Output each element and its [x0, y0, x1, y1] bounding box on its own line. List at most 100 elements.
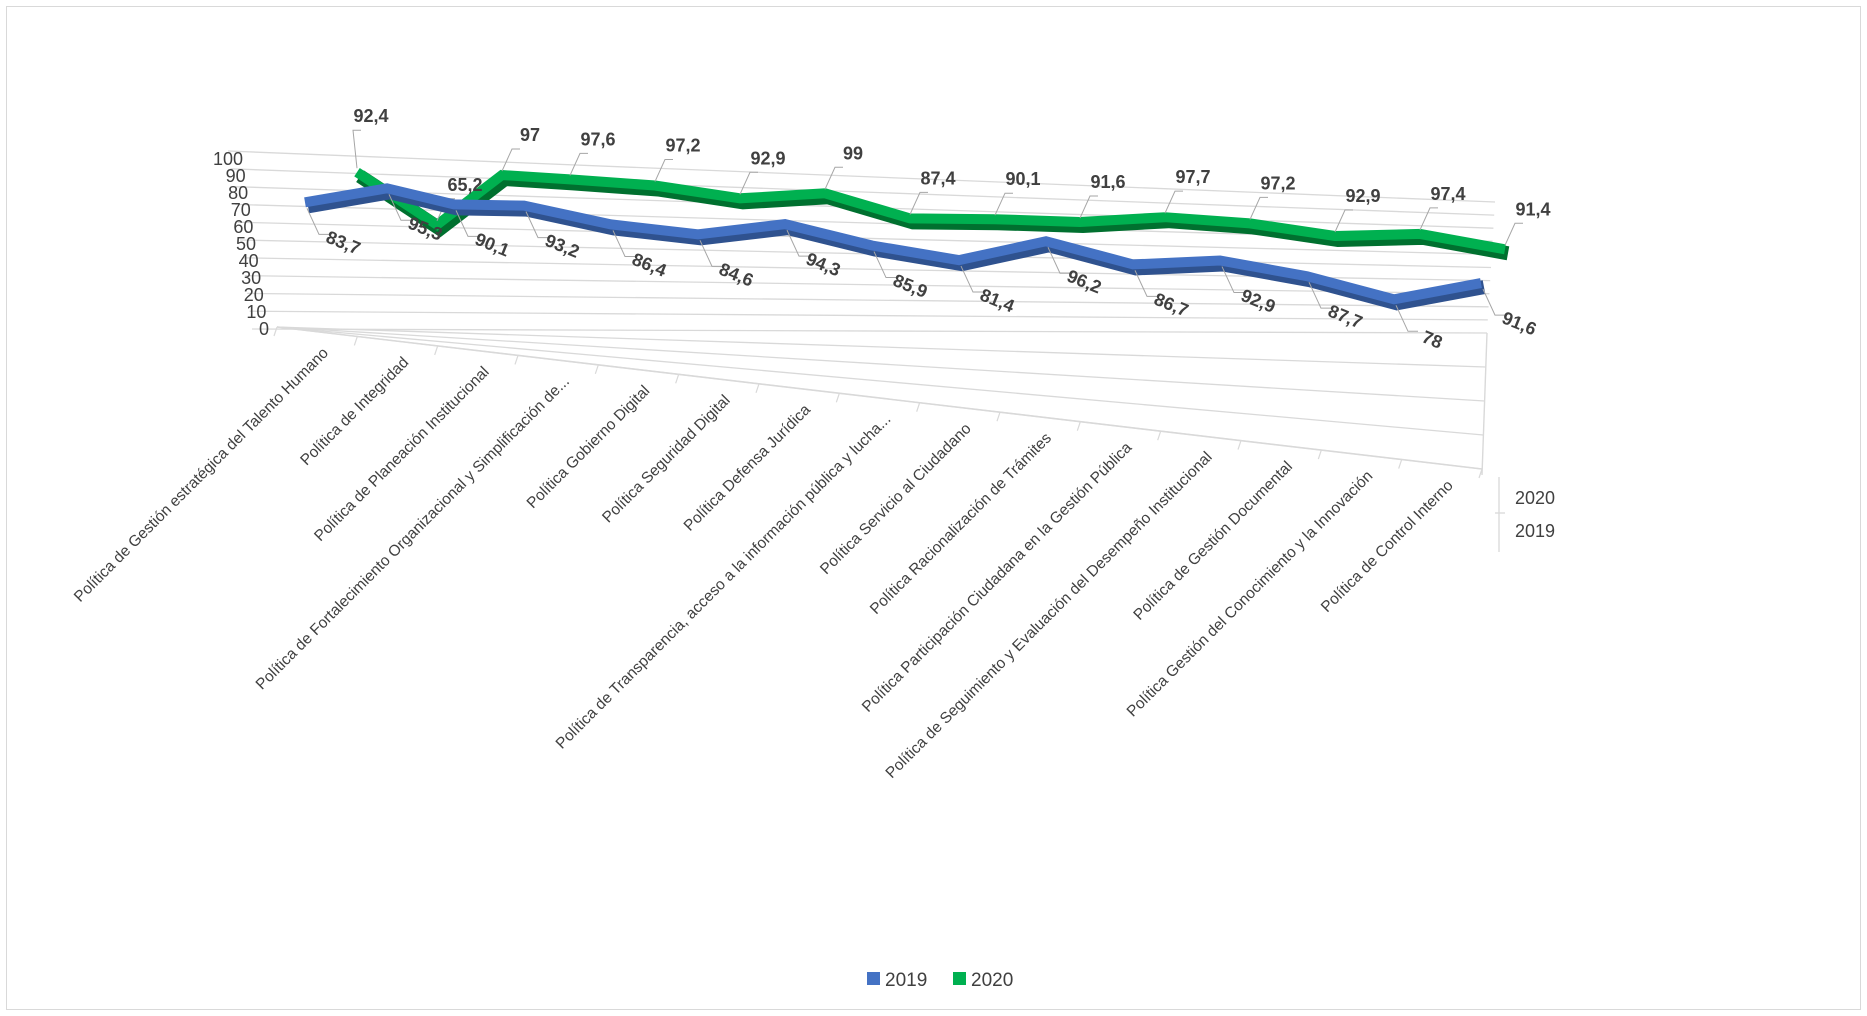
- x-tick-mark: [1157, 430, 1162, 441]
- y-tick-label: 90: [226, 166, 246, 186]
- floor-front-edge: [276, 326, 1483, 470]
- gridline: [230, 168, 1495, 216]
- floor-gridline: [276, 326, 1484, 436]
- gridline: [251, 328, 1488, 334]
- data-label-2019: 78: [1419, 327, 1445, 353]
- gridline: [247, 292, 1489, 308]
- gridline: [227, 150, 1496, 203]
- category-label: Política de Planeación Institucional: [311, 363, 492, 544]
- data-label-2020: 92,9: [1345, 186, 1380, 206]
- x-tick-mark: [1237, 440, 1242, 450]
- data-label-2019: 86,4: [629, 249, 669, 281]
- leader-line: [909, 191, 928, 215]
- data-label-2020: 97,6: [580, 129, 615, 149]
- y-tick-label: 60: [233, 217, 253, 237]
- leader-line: [455, 210, 478, 237]
- y-tick-label: 0: [259, 319, 269, 339]
- legend-swatch-2020: [953, 972, 966, 985]
- data-label-2020: 65,2: [447, 175, 482, 195]
- x-tick-mark: [835, 393, 840, 403]
- leader-line: [352, 129, 361, 169]
- leader-line: [699, 240, 722, 267]
- data-label-2020: 87,4: [920, 168, 955, 188]
- depth-edge: [1481, 332, 1488, 476]
- leader-line: [1164, 190, 1183, 214]
- leader-line: [306, 208, 329, 235]
- x-tick-mark: [434, 345, 439, 356]
- data-label-2019: 93,2: [542, 230, 582, 262]
- leader-line: [1249, 196, 1268, 220]
- leader-line: [873, 251, 896, 279]
- x-tick-mark: [675, 374, 680, 384]
- data-label-2020: 90,1: [1005, 169, 1040, 189]
- data-label-2020: 92,4: [353, 106, 388, 126]
- leader-line: [739, 171, 758, 195]
- data-label-2020: 91,4: [1515, 199, 1550, 219]
- data-label-2019: 92,9: [1238, 285, 1278, 317]
- floor-gridline: [276, 326, 1485, 402]
- category-label: Política de Seguimiento y Evaluación del…: [883, 449, 1216, 782]
- y-tick-label: 70: [231, 200, 251, 220]
- x-tick-mark: [594, 364, 599, 375]
- legend-label-2020: 2020: [971, 970, 1013, 991]
- category-label: Política de Transparencia, acceso a la i…: [553, 411, 895, 753]
- leader-line: [960, 265, 983, 293]
- leader-line: [569, 152, 588, 176]
- y-tick-label: 20: [244, 285, 264, 305]
- x-tick-mark: [996, 412, 1001, 422]
- x-tick-mark: [916, 402, 921, 412]
- data-label-2019: 91,6: [1499, 308, 1539, 340]
- depth-label-2019: 2019: [1515, 521, 1555, 541]
- gridline: [244, 274, 1490, 295]
- data-label-2019: 81,4: [977, 285, 1017, 317]
- data-label-2020: 97,2: [1260, 173, 1295, 193]
- leader-line: [1047, 247, 1070, 274]
- leader-line: [501, 148, 520, 172]
- leader-line: [1079, 195, 1098, 219]
- leader-line: [1308, 281, 1331, 309]
- category-label: Política de Gestión estratégica del Tale…: [71, 345, 332, 606]
- data-label-2020: 97,7: [1175, 167, 1210, 187]
- category-label: Política Servicio al Ciudadano: [817, 420, 975, 578]
- x-tick-mark: [755, 383, 760, 393]
- leader-line: [1482, 288, 1505, 316]
- leader-line: [1419, 207, 1438, 231]
- data-label-2019: 84,6: [716, 259, 756, 291]
- data-label-2019: 83,7: [323, 227, 363, 259]
- x-tick-mark: [273, 326, 278, 337]
- leader-line: [612, 230, 635, 257]
- legend-swatch-2019: [867, 972, 880, 985]
- data-label-2020: 97: [520, 125, 540, 145]
- category-label: Política de Fortalecimiento Organizacion…: [253, 373, 573, 693]
- x-tick-mark: [514, 355, 519, 365]
- floor-gridline: [276, 326, 1486, 368]
- data-label-2020: 92,9: [750, 148, 785, 168]
- x-tick-mark: [1478, 468, 1483, 479]
- legend-label-2019: 2019: [885, 970, 927, 991]
- leader-line: [994, 192, 1013, 216]
- y-tick-label: 10: [246, 302, 266, 322]
- leader-line: [1395, 305, 1418, 332]
- legend: 2019 2020: [867, 970, 1013, 991]
- data-label-2019: 86,7: [1151, 289, 1191, 321]
- chart-area: 0 10 20 30 40 50 60 70 80 90 100 92,4 65,2 97 97,6 97,…: [6, 6, 1861, 1010]
- gridline: [249, 310, 1488, 321]
- depth-label-2020: 2020: [1515, 488, 1555, 508]
- leader-line: [654, 159, 673, 182]
- data-label-2020: 97,2: [665, 136, 700, 156]
- category-label: Política de Gestión Documental: [1130, 458, 1296, 624]
- leader-line: [1221, 266, 1244, 294]
- leader-line: [525, 211, 548, 239]
- y-tick-label: 100: [213, 149, 243, 169]
- data-label-2020: 97,4: [1430, 184, 1465, 204]
- leader-line: [786, 229, 809, 257]
- x-tick-mark: [1076, 421, 1081, 431]
- y-tick-label: 50: [236, 234, 256, 254]
- leader-line: [1334, 209, 1353, 233]
- leader-line: [1134, 270, 1157, 297]
- x-axis-categories: Política de Gestión estratégica del Tale…: [71, 345, 1457, 782]
- data-label-2019: 90,1: [472, 229, 512, 261]
- data-label-2020: 99: [843, 143, 863, 163]
